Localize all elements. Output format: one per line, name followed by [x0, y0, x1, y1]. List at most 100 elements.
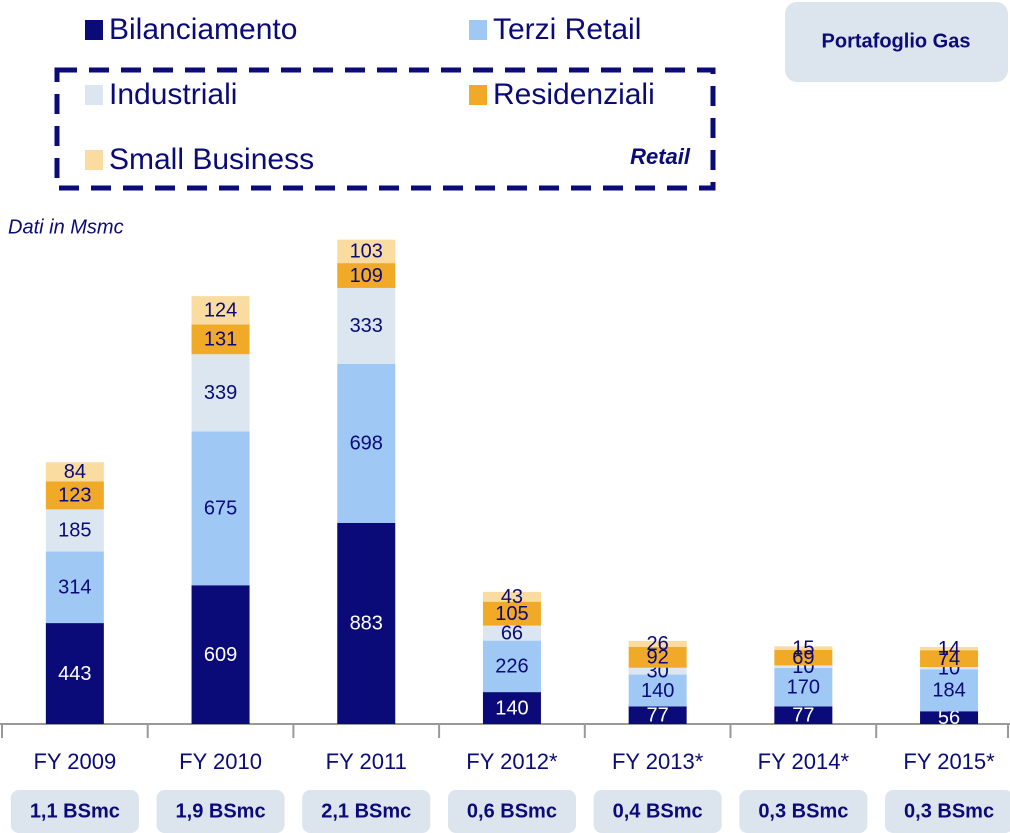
value-label: 43	[501, 586, 523, 608]
total-label: 1,9 BSmc	[176, 800, 266, 822]
total-label: 0,4 BSmc	[613, 800, 703, 822]
bar-segment	[45, 481, 104, 510]
bar-segment	[774, 649, 833, 666]
bar-segment	[628, 706, 687, 724]
x-tick-label: FY 2015*	[903, 749, 995, 774]
bar-segment	[191, 296, 250, 325]
total-box	[302, 790, 431, 833]
value-label: 15	[792, 637, 814, 659]
bar-segment	[920, 646, 979, 651]
bar-segment	[628, 640, 687, 647]
bar-segment	[774, 706, 833, 724]
value-label: 14	[938, 638, 960, 660]
total-label: 2,1 BSmc	[321, 800, 411, 822]
bar-segment	[45, 509, 104, 552]
value-label: 26	[647, 633, 669, 655]
legend-label: Industriali	[109, 78, 237, 111]
total-label: 1,1 BSmc	[30, 800, 120, 822]
value-label: 333	[350, 315, 383, 337]
value-label: 131	[204, 329, 237, 351]
legend-swatch	[85, 150, 103, 170]
total-label: 0,3 BSmc	[758, 800, 848, 822]
total-box	[156, 790, 285, 833]
legend-label: Small Business	[109, 143, 314, 176]
value-label: 314	[58, 577, 91, 599]
bar-segment	[920, 711, 979, 724]
legend-group-label: Retail	[630, 144, 691, 169]
retail-box	[54, 67, 716, 191]
value-label: 74	[938, 648, 960, 670]
bar-segment	[482, 591, 541, 602]
bar-segment	[920, 650, 979, 668]
value-label: 109	[350, 265, 383, 287]
bar-segment	[774, 665, 833, 668]
value-label: 140	[641, 680, 674, 702]
x-tick-label: FY 2009	[33, 749, 116, 774]
value-label: 184	[932, 680, 965, 702]
legend-swatch	[469, 85, 487, 105]
value-label: 140	[495, 697, 528, 719]
value-label: 185	[58, 520, 91, 542]
bar-segment	[191, 585, 250, 724]
legend-label: Bilanciamento	[109, 13, 297, 46]
chart-title: Portafoglio Gas	[822, 30, 971, 52]
total-label: 0,3 BSmc	[904, 800, 994, 822]
value-label: 105	[495, 603, 528, 625]
value-label: 77	[792, 705, 814, 727]
bar-segment	[482, 640, 541, 693]
bar-segment	[191, 324, 250, 355]
bar-segment	[191, 431, 250, 586]
total-box	[10, 790, 139, 833]
bar-segment	[45, 462, 104, 482]
bar-segment	[774, 646, 833, 650]
value-label: 92	[647, 647, 669, 669]
value-label: 123	[58, 485, 91, 507]
legend-swatch	[85, 20, 103, 40]
total-box	[593, 790, 722, 833]
bar-segment	[337, 363, 396, 523]
bar-segment	[482, 625, 541, 641]
bar-segment	[482, 601, 541, 626]
x-tick-label: FY 2010	[179, 749, 262, 774]
bar-segment	[337, 522, 396, 724]
value-label: 84	[64, 461, 86, 483]
bar-segment	[628, 646, 687, 668]
value-label: 77	[647, 705, 669, 727]
total-box	[739, 790, 868, 833]
bar-segment	[774, 667, 833, 707]
value-label: 883	[350, 613, 383, 635]
value-label: 675	[204, 498, 237, 520]
bar-segment	[337, 287, 396, 364]
total-label: 0,6 BSmc	[467, 800, 557, 822]
legend-swatch	[85, 85, 103, 105]
value-label: 66	[501, 622, 523, 644]
value-label: 103	[350, 241, 383, 263]
value-label: 170	[787, 676, 820, 698]
bar-segment	[920, 669, 979, 712]
bar-segment	[337, 263, 396, 288]
bar-segment	[482, 692, 541, 724]
total-box	[885, 790, 1010, 833]
bar-segment	[45, 623, 104, 724]
value-label: 609	[204, 644, 237, 666]
value-label: 443	[58, 663, 91, 685]
bar-segment	[191, 354, 250, 432]
subtitle: Dati in Msmc	[8, 216, 124, 238]
bar-segment	[628, 674, 687, 707]
bar-segment	[920, 667, 979, 670]
bar-segment	[45, 551, 104, 624]
x-tick-label: FY 2012*	[466, 749, 558, 774]
total-box	[447, 790, 576, 833]
x-tick-label: FY 2011	[326, 749, 407, 774]
value-label: 698	[350, 433, 383, 455]
value-label: 339	[204, 382, 237, 404]
legend-label: Residenziali	[493, 78, 655, 111]
value-label: 69	[792, 647, 814, 669]
bar-segment	[337, 239, 396, 264]
legend-swatch	[469, 20, 487, 40]
title-box	[785, 2, 1008, 82]
legend-label: Terzi Retail	[493, 13, 641, 46]
value-label: 56	[938, 707, 960, 729]
x-tick-label: FY 2014*	[758, 749, 850, 774]
